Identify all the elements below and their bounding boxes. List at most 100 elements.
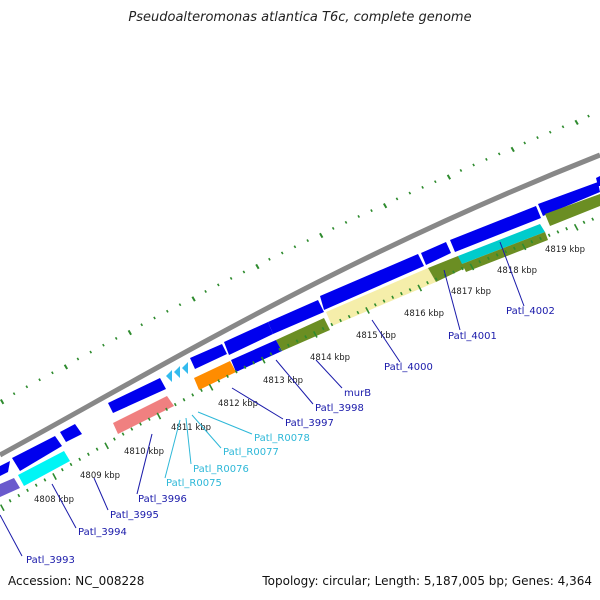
tick-mark	[339, 318, 342, 323]
tick-mark	[472, 163, 475, 167]
kbp-tick-label: 4808 kbp	[34, 495, 74, 505]
tick-mark	[204, 289, 207, 293]
cds-block	[596, 176, 600, 186]
tick-mark	[89, 350, 93, 354]
tick-mark	[165, 407, 169, 412]
genome-backbone	[0, 152, 600, 458]
tick-mark	[278, 347, 282, 352]
gene-label[interactable]: Patl_3993	[26, 555, 75, 566]
tick-mark	[191, 393, 195, 397]
tick-mark	[26, 488, 29, 493]
cds-block	[268, 300, 324, 334]
gene-label[interactable]: Patl_3997	[285, 418, 334, 429]
tick-mark	[43, 478, 47, 482]
tick-mark	[178, 303, 182, 307]
tick-mark	[87, 452, 90, 456]
tick-mark	[587, 114, 590, 118]
cds-block	[231, 340, 282, 372]
inner-tick-ring	[0, 217, 595, 512]
rna-label[interactable]: Patl_R0076	[193, 464, 249, 475]
cds-block	[60, 424, 82, 442]
rna-label[interactable]: Patl_R0078	[254, 433, 310, 444]
gene-label[interactable]: Patl_3996	[138, 494, 187, 505]
tick-mark	[331, 226, 335, 230]
tick-mark	[200, 388, 203, 392]
cds-block	[224, 322, 273, 355]
tick-mark	[243, 365, 247, 369]
gene-label[interactable]: Patl_3998	[315, 403, 364, 414]
kbp-tick-label: 4816 kbp	[404, 309, 444, 319]
tick-mark	[280, 251, 284, 255]
tick-mark	[485, 157, 488, 161]
tick-mark	[286, 343, 290, 348]
tick-mark	[156, 412, 162, 420]
kbp-tick-label: 4812 kbp	[218, 399, 258, 409]
gene-label[interactable]: Patl_3995	[110, 510, 159, 521]
tick-mark	[234, 370, 238, 374]
cds-block	[0, 461, 10, 476]
gene-label[interactable]: Patl_4000	[384, 362, 433, 373]
tick-mark	[260, 356, 266, 364]
tick-mark	[347, 314, 351, 319]
rna-block	[458, 224, 545, 264]
tick-mark	[373, 303, 377, 307]
olive-block	[276, 318, 330, 351]
tick-mark	[295, 339, 299, 343]
leader-line	[443, 269, 461, 331]
leader-line	[164, 419, 181, 479]
tick-mark	[139, 422, 142, 426]
tick-mark	[391, 295, 395, 299]
tick-mark	[321, 326, 325, 331]
kbp-tick-label: 4811 kbp	[171, 423, 211, 433]
cds-block	[421, 242, 451, 265]
tick-mark	[495, 253, 499, 257]
tick-mark	[469, 263, 475, 271]
tick-mark	[25, 385, 29, 389]
rna-label[interactable]: Patl_R0075	[166, 478, 222, 489]
gene-label[interactable]: Patl_4002	[506, 306, 555, 317]
tick-mark	[417, 284, 423, 292]
tick-mark	[114, 336, 118, 340]
leader-line	[197, 411, 253, 435]
tick-mark	[547, 233, 551, 237]
tick-mark	[434, 277, 438, 281]
tick-mark	[173, 402, 177, 407]
tick-mark	[140, 323, 144, 327]
tick-mark	[319, 232, 324, 239]
tick-mark	[255, 263, 260, 270]
gene-label[interactable]: Patl_4001	[448, 331, 497, 342]
tick-mark	[370, 209, 373, 213]
tick-mark	[226, 374, 229, 379]
tick-mark	[452, 270, 456, 274]
kbp-tick-label: 4819 kbp	[545, 245, 585, 255]
leader-line	[275, 359, 314, 405]
tick-mark	[344, 220, 348, 224]
trna-arrows	[166, 362, 188, 382]
tick-mark	[504, 249, 508, 254]
tick-mark	[165, 309, 169, 313]
tick-mark	[0, 504, 5, 512]
tick-mark	[60, 467, 64, 472]
tick-mark	[408, 191, 412, 195]
tick-mark	[217, 283, 220, 287]
tick-mark	[510, 146, 515, 153]
tick-mark	[561, 125, 565, 129]
tick-mark	[591, 217, 595, 221]
kbp-tick-label: 4809 kbp	[80, 471, 120, 481]
tick-mark	[434, 180, 437, 184]
tick-mark	[357, 215, 361, 218]
cds-block	[0, 478, 20, 497]
rna-label[interactable]: Patl_R0077	[223, 447, 279, 458]
olive-block	[545, 194, 600, 226]
tick-mark	[478, 259, 482, 264]
tick-mark	[356, 310, 360, 315]
gene-label[interactable]: murB	[344, 388, 371, 399]
summary-label: Topology: circular; Length: 5,187,005 bp…	[262, 574, 592, 588]
leader-line	[499, 241, 525, 307]
gene-label[interactable]: Patl_3994	[78, 527, 127, 538]
tick-mark	[513, 246, 516, 251]
tick-mark	[313, 330, 318, 338]
tick-mark	[0, 398, 5, 405]
tick-mark	[121, 432, 125, 436]
tick-mark	[147, 417, 151, 421]
